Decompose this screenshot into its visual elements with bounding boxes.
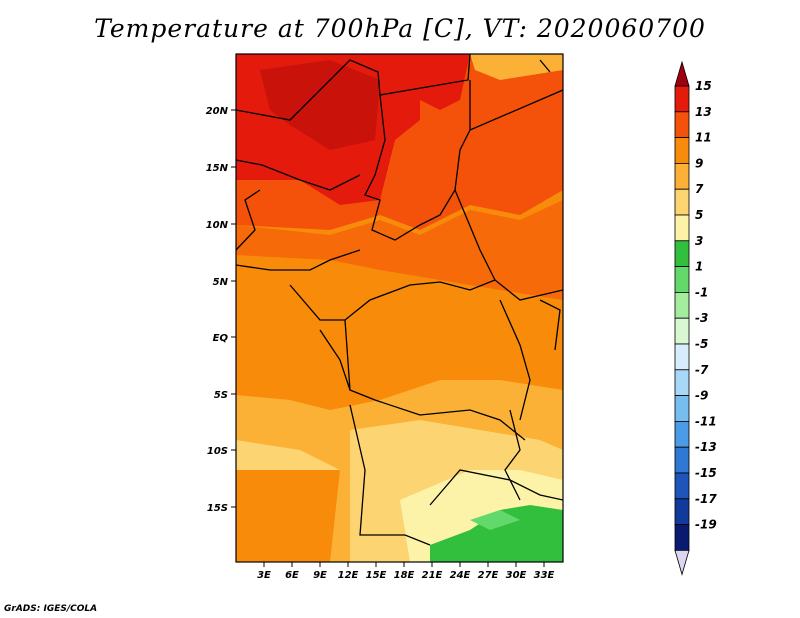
colorbar-swatch [674,240,690,268]
lat-tick-label: 5N [213,277,229,288]
credit-label: GrADS: IGES/COLA [4,604,98,614]
colorbar-swatch [674,214,690,242]
colorbar-swatch [674,395,690,422]
lon-axis: 3E 6E 9E 12E 15E 18E 21E 24E 27E 30E 33E [257,562,555,581]
colorbar: 15 13 11 9 7 5 3 1 -1 -3 -5 -7 -9 -11 -13 -15 -17 -19 [674,60,717,576]
lon-tick-label: 33E [534,570,555,581]
colorbar-label: 5 [695,208,703,222]
lon-tick-label: 3E [257,570,271,581]
colorbar-swatch [674,111,690,139]
lon-tick-label: 6E [285,570,299,581]
temperature-field [236,54,563,562]
colorbar-label: 9 [695,156,703,170]
lon-tick-label: 15E [366,570,387,581]
lat-tick-label: EQ [213,333,229,344]
colorbar-swatch [674,317,690,345]
lat-tick-label: 10S [207,446,228,457]
lon-tick-label: 12E [338,570,359,581]
colorbar-label: 1 [695,260,703,274]
colorbar-label: -1 [695,285,708,299]
colorbar-bottom-arrow [674,550,690,576]
colorbar-label: -9 [695,389,708,403]
colorbar-swatch [674,343,690,371]
colorbar-label: 13 [695,105,712,119]
colorbar-label: -15 [695,466,717,480]
lat-tick-label: 15N [206,163,229,174]
colorbar-label: -5 [695,337,708,351]
colorbar-swatch [674,188,690,216]
lon-tick-label: 24E [450,570,471,581]
lat-tick-label: 5S [214,390,228,401]
country-borders [236,54,563,546]
lat-tick-label: 10N [206,220,229,231]
lon-tick-label: 27E [478,570,499,581]
chart-title: Temperature at 700hPa [C], VT: 202006070… [94,14,706,43]
colorbar-label: -17 [695,492,717,506]
lat-tick-label: 15S [207,503,228,514]
colorbar-swatch [674,369,690,396]
lat-axis: 20N 15N 10N 5N EQ 5S 10S 15S [206,106,236,514]
lon-tick-label: 21E [422,570,443,581]
colorbar-swatch [674,498,690,525]
colorbar-swatch [674,291,690,319]
colorbar-swatch [674,524,690,551]
colorbar-label: 7 [695,182,704,196]
colorbar-swatch [674,446,690,474]
colorbar-swatch [674,266,690,293]
colorbar-label: -3 [695,311,708,325]
colorbar-label: -19 [695,518,717,532]
colorbar-label: 3 [695,234,703,248]
colorbar-swatch [674,162,690,190]
lon-tick-label: 30E [506,570,527,581]
colorbar-label: -7 [695,363,709,377]
colorbar-label: -11 [695,414,717,428]
colorbar-top-arrow [674,60,690,87]
lat-tick-label: 20N [206,106,229,117]
colorbar-label: 15 [695,79,712,93]
lon-tick-label: 9E [313,570,327,581]
colorbar-swatch [674,85,690,113]
lon-tick-label: 18E [394,570,415,581]
map-frame [235,53,564,563]
colorbar-swatch [674,472,690,500]
colorbar-swatch [674,137,690,164]
colorbar-label: -13 [695,440,717,454]
colorbar-label: 11 [695,131,712,145]
colorbar-swatch [674,420,690,448]
